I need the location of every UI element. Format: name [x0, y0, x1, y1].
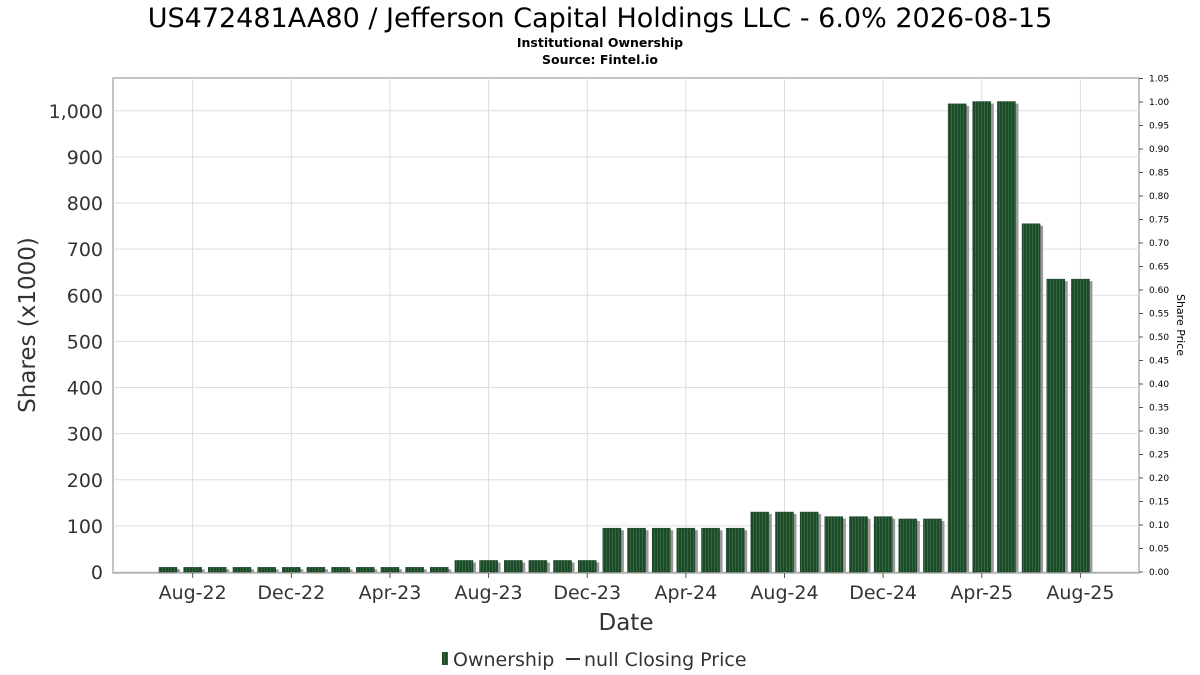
ownership-bar — [183, 567, 202, 573]
y-tick-label: 800 — [67, 193, 103, 215]
legend-ownership-label: Ownership — [453, 649, 554, 671]
y2-tick-label: 0.05 — [1149, 545, 1169, 555]
y2-tick-label: 0.65 — [1149, 263, 1169, 273]
y-tick-label: 200 — [67, 470, 103, 492]
y-tick-label: 700 — [67, 239, 103, 261]
chart-subtitle: Institutional Ownership — [517, 35, 683, 50]
y2-tick-label: 1.00 — [1149, 98, 1169, 108]
y-tick-label: 900 — [67, 147, 103, 169]
x-tick-label: Apr-24 — [655, 582, 718, 604]
ownership-bar — [651, 527, 671, 573]
y2-tick-label: 0.30 — [1149, 427, 1169, 437]
chart-source: Source: Fintel.io — [542, 52, 658, 67]
ownership-bar — [503, 560, 523, 573]
ownership-bar — [972, 101, 992, 573]
x-tick-label: Apr-25 — [950, 582, 1013, 604]
y2-tick-label: 0.90 — [1149, 145, 1169, 155]
ownership-bar — [208, 567, 227, 573]
y2-tick-label: 0.75 — [1149, 216, 1169, 226]
y2-tick-label: 0.85 — [1149, 169, 1169, 179]
ownership-bar — [158, 567, 178, 573]
y2-tick-label: 0.80 — [1149, 192, 1169, 202]
y2-tick-label: 0.40 — [1149, 380, 1169, 390]
ownership-bar — [873, 516, 893, 573]
x-tick-label: Dec-23 — [553, 582, 621, 604]
ownership-bars — [158, 101, 1093, 573]
ownership-bar — [405, 567, 424, 573]
ownership-bar — [356, 567, 375, 573]
y2-tick-label: 0.70 — [1149, 239, 1169, 249]
y2-tick-label: 0.00 — [1149, 568, 1169, 578]
ownership-bar — [947, 103, 967, 573]
y-tick-label: 500 — [67, 331, 103, 353]
x-tick-label: Apr-23 — [359, 582, 422, 604]
ownership-bar — [799, 511, 819, 573]
ownership-bar — [1071, 278, 1090, 573]
y2-axis-label: Share Price — [1174, 294, 1187, 356]
ownership-bar — [380, 567, 400, 573]
y2-tick-label: 0.20 — [1149, 474, 1169, 484]
x-tick-label: Aug-25 — [1046, 582, 1114, 604]
x-tick-label: Aug-23 — [455, 582, 523, 604]
y2-tick-label: 0.55 — [1149, 310, 1169, 320]
chart-title: US472481AA80 / Jefferson Capital Holding… — [148, 3, 1053, 34]
y-tick-label: 1,000 — [49, 101, 103, 123]
ownership-bar — [849, 516, 868, 573]
legend-price-label: null Closing Price — [584, 649, 747, 671]
y2-tick-label: 0.15 — [1149, 498, 1169, 508]
ownership-bar — [282, 567, 301, 573]
ownership-bar — [750, 511, 770, 573]
ownership-bar — [454, 560, 474, 573]
ownership-bar — [923, 518, 942, 573]
y-tick-label: 400 — [67, 378, 103, 400]
y2-tick-label: 0.50 — [1149, 333, 1169, 343]
ownership-bar — [898, 518, 918, 573]
ownership-bar — [701, 527, 720, 573]
y2-tick-label: 1.05 — [1149, 75, 1169, 85]
y-tick-label: 300 — [67, 424, 103, 446]
ownership-bar — [553, 560, 572, 573]
ownership-bar — [430, 567, 449, 573]
y-tick-label: 0 — [91, 562, 103, 584]
y2-tick-label: 0.60 — [1149, 286, 1169, 296]
ownership-bar — [1046, 278, 1066, 573]
x-axis-ticks: Aug-22 Dec-22 Apr-23 Aug-23 Dec-23 Apr-24 Aug-… — [159, 573, 1114, 604]
ownership-bar — [627, 527, 646, 573]
ownership-bar — [997, 101, 1016, 573]
ownership-bar — [306, 567, 326, 573]
ownership-bar — [602, 527, 622, 573]
ownership-bar — [1021, 223, 1041, 573]
y2-tick-label: 0.10 — [1149, 521, 1169, 531]
ownership-bar — [528, 560, 548, 573]
x-axis-label: Date — [599, 610, 654, 636]
ownership-bar — [257, 567, 276, 573]
legend-ownership-swatch — [442, 652, 448, 665]
y-axis-label: Shares (x1000) — [15, 237, 41, 413]
legend: Ownership null Closing Price — [442, 649, 747, 671]
y2-tick-label: 0.35 — [1149, 404, 1169, 414]
y-tick-label: 100 — [67, 516, 103, 538]
y2-axis-ticks: 0.00 0.05 0.10 0.15 0.20 0.25 0.30 0.35 0.40 0.45… — [1139, 75, 1169, 578]
ownership-bar — [479, 560, 498, 573]
ownership-bar — [824, 516, 844, 573]
ownership-bar — [676, 527, 696, 573]
x-tick-label: Aug-22 — [159, 582, 227, 604]
ownership-bar — [232, 567, 252, 573]
y-axis-ticks: 0 100 200 300 400 500 600 700 800 900 1,000 — [49, 101, 103, 584]
y2-tick-label: 0.95 — [1149, 122, 1169, 132]
y2-tick-label: 0.25 — [1149, 451, 1169, 461]
y2-tick-label: 0.45 — [1149, 357, 1169, 367]
x-tick-label: Aug-24 — [750, 582, 818, 604]
ownership-bar — [331, 567, 350, 573]
ownership-bar — [725, 527, 745, 573]
x-tick-label: Dec-24 — [849, 582, 917, 604]
y-tick-label: 600 — [67, 285, 103, 307]
ownership-bar — [775, 511, 794, 573]
ownership-bar — [577, 560, 597, 573]
x-tick-label: Dec-22 — [257, 582, 325, 604]
